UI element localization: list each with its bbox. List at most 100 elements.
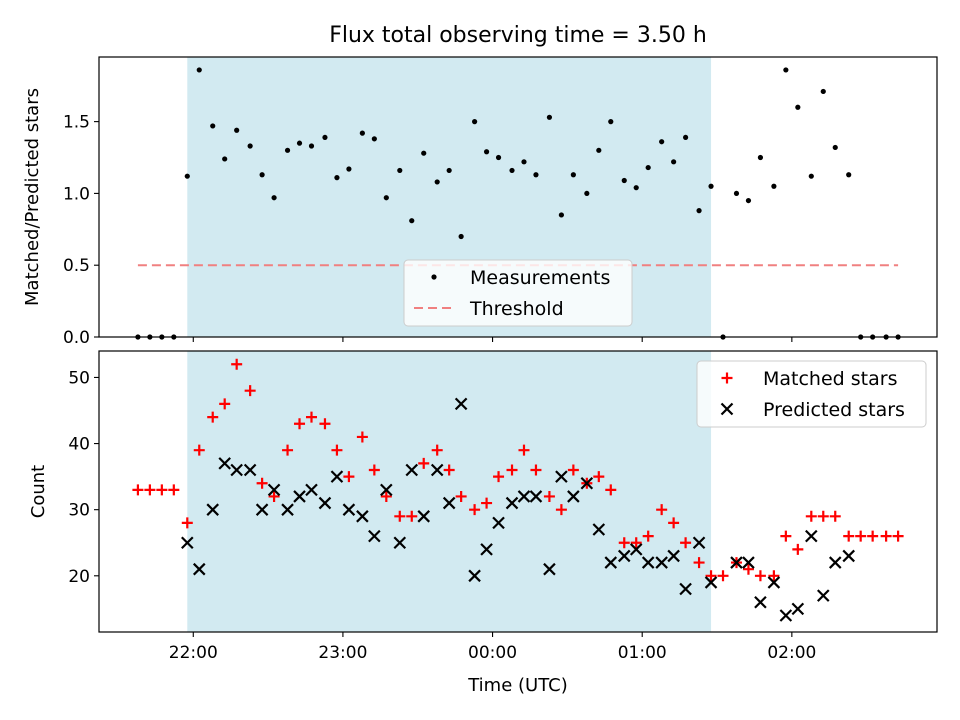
- y-tick-label: 0.5: [63, 256, 90, 276]
- measurements-point: [783, 67, 789, 73]
- legend-box: [403, 259, 633, 327]
- measurements-point: [659, 139, 665, 145]
- matched-stars-point: [855, 530, 867, 542]
- matched-stars-point: [717, 570, 729, 582]
- predicted-stars-point: [218, 457, 231, 470]
- predicted-stars-point: [828, 556, 842, 569]
- measurements-point: [683, 134, 689, 141]
- matched-stars-point: [481, 497, 493, 509]
- bottom-panel: 20 30 40 50 22:00 23:00 00:00 01:00 02:00 Count Ma…: [28, 350, 938, 663]
- legend-label-predicted-stars: Predicted stars: [763, 399, 905, 421]
- matched-stars-point: [268, 490, 280, 502]
- plot-frame: [98, 56, 938, 338]
- matched-stars-point: [305, 411, 317, 423]
- predicted-stars-point: [842, 549, 855, 563]
- predicted-stars-point: [641, 556, 655, 569]
- matched-stars-point: [181, 517, 193, 529]
- chart-title: Flux total observing time = 3.50 h: [329, 23, 707, 48]
- predicted-stars-point: [779, 609, 793, 622]
- measurements-point: [334, 175, 340, 181]
- measurements-point: [671, 159, 677, 165]
- matched-stars-point: [817, 510, 829, 522]
- y-tick-label: 40: [68, 435, 90, 455]
- measurements-point: [558, 212, 564, 218]
- legend-swatch-predicted-stars: [720, 402, 734, 416]
- predicted-stars-point: [356, 510, 369, 523]
- matched-stars-point: [144, 484, 156, 496]
- predicted-stars-point: [454, 397, 468, 411]
- matched-stars-point: [368, 464, 380, 476]
- measurements-point: [509, 167, 515, 174]
- measurements-point: [820, 88, 826, 95]
- matched-stars-point: [630, 537, 642, 549]
- matched-stars-point: [443, 464, 455, 476]
- matched-stars-point: [543, 490, 555, 502]
- matched-stars-point: [207, 411, 219, 423]
- matched-stars-point: [780, 530, 792, 542]
- predicted-stars-point: [206, 503, 220, 516]
- legend-swatch-matched-stars: [721, 372, 733, 384]
- measurements-point: [696, 208, 702, 214]
- measurements-point: [296, 140, 303, 146]
- legend: Measurements Threshold: [403, 259, 633, 327]
- measurements-point: [210, 123, 216, 129]
- measurements-point: [383, 195, 389, 201]
- matched-stars-point: [555, 504, 567, 516]
- matched-stars-point: [231, 358, 243, 370]
- matched-stars-point: [742, 563, 754, 575]
- measurements-point: [271, 195, 277, 201]
- legend: Matched stars Predicted stars: [696, 360, 927, 428]
- measurements-point: [708, 183, 714, 189]
- predicted-stars-point: [281, 503, 294, 516]
- y-axis-label: Matched/Predicted stars: [22, 88, 43, 306]
- predicted-stars-point: [318, 496, 332, 510]
- measurements-point: [222, 156, 228, 162]
- measurements-point: [284, 147, 291, 153]
- predicted-stars-point: [679, 582, 692, 596]
- top-panel: 0.0 0.5 1.0 1.5 Matched/Predicted stars Measu…: [22, 56, 938, 348]
- measurements-point: [322, 134, 328, 141]
- predicted-stars-point: [267, 483, 281, 497]
- predicted-stars-point: [805, 529, 818, 543]
- measurements-point: [397, 167, 403, 174]
- predicted-stars-point: [555, 470, 568, 483]
- matched-stars-point: [792, 543, 804, 555]
- y-tick-label: 20: [68, 567, 90, 587]
- y-tick-label: 1.0: [63, 184, 90, 204]
- matched-stars-point: [219, 398, 231, 410]
- matched-stars-point: [469, 504, 481, 516]
- measurements-point: [421, 150, 427, 156]
- legend-label-measurements: Measurements: [470, 267, 610, 289]
- measurements-point: [757, 154, 764, 161]
- matched-stars-point: [282, 444, 294, 456]
- predicted-stars-point: [442, 496, 456, 510]
- measurements-point: [184, 173, 190, 179]
- predicted-stars-point: [243, 463, 257, 477]
- matched-stars-point: [530, 464, 542, 476]
- measurements-point: [234, 127, 240, 133]
- plot-frame: [98, 350, 938, 633]
- measurements-point: [596, 147, 602, 153]
- predicted-stars-point: [767, 576, 781, 589]
- matched-stars-point: [680, 537, 692, 549]
- matched-stars-point: [642, 530, 654, 542]
- matched-stars-point: [394, 510, 406, 522]
- predicted-stars-point: [230, 463, 243, 477]
- matched-stars-point: [693, 557, 705, 569]
- matched-stars-point: [518, 444, 530, 456]
- measurements-point: [458, 233, 464, 240]
- matched-stars-point: [705, 570, 717, 582]
- x-axis-label: Time (UTC): [467, 675, 568, 696]
- predicted-stars-point: [293, 490, 306, 503]
- measurements-point: [633, 185, 639, 191]
- predicted-stars-point: [754, 595, 767, 609]
- x-tick-label: 00:00: [468, 643, 517, 663]
- predicted-stars-point: [192, 562, 206, 576]
- y-tick-label: 1.5: [63, 113, 90, 133]
- matched-stars-point: [319, 418, 331, 430]
- measurements-point: [608, 119, 614, 125]
- predicted-stars-point: [730, 556, 743, 569]
- predicted-stars-point: [393, 536, 407, 550]
- measurements-point: [621, 177, 627, 184]
- matched-stars-point: [132, 484, 144, 496]
